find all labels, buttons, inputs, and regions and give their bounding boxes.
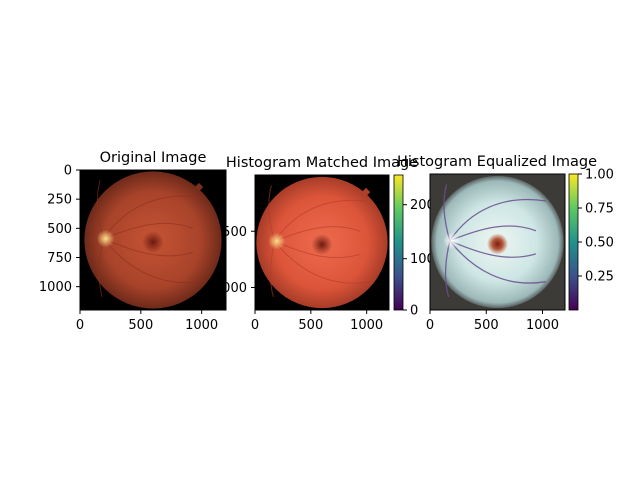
y-tick-label-1-4: 1000 — [39, 280, 72, 295]
x-tick-label-3-0: 0 — [426, 318, 434, 333]
vessel-2-1 — [274, 240, 371, 284]
x-tick-label-2-1: 500 — [298, 318, 323, 333]
axes-frame-3 — [429, 173, 566, 311]
y-tick-label-1-0: 0 — [64, 164, 72, 179]
x-tick-label-1-1: 500 — [128, 318, 153, 333]
x-tick-label-3-1: 500 — [474, 318, 499, 333]
x-tick-label-2-0: 0 — [251, 318, 259, 333]
vessel-3-3 — [449, 240, 537, 258]
vessel-3-1 — [449, 240, 546, 284]
x-tick-label-1-2: 1000 — [185, 318, 218, 333]
notch-marker-1 — [194, 182, 204, 192]
optic-disc-1 — [96, 229, 115, 248]
vessel-1-1 — [103, 238, 204, 283]
chart-title-2: Histogram Matched Image — [226, 155, 418, 171]
optic-disc-2 — [268, 232, 286, 250]
colorbar-tick-label-3-3: 1.00 — [585, 168, 614, 183]
chart-title-3: Histogram Equalized Image — [397, 154, 597, 170]
x-tick-label-1-0: 0 — [76, 318, 84, 333]
y-tick-label-1-2: 500 — [47, 222, 72, 237]
x-tick-label-2-2: 1000 — [350, 318, 383, 333]
axes-frame-2 — [254, 174, 390, 311]
colorbar-tick-label-2-0: 0 — [410, 304, 418, 319]
y-tick-label-1-1: 250 — [47, 193, 72, 208]
y-tick-label-1-3: 750 — [47, 251, 72, 266]
colorbar-2 — [393, 174, 404, 311]
axes-frame-1 — [79, 169, 227, 311]
macula-1 — [142, 231, 164, 253]
chart-panel-1: Original Image 0 500 1000 0 250 500 750 1000 — [39, 150, 227, 333]
macula-3 — [486, 233, 509, 255]
vessel-2-3 — [274, 240, 361, 259]
colorbar-3 — [568, 173, 579, 311]
vessel-1-2 — [103, 222, 193, 240]
macula-2 — [311, 233, 333, 256]
colorbar-tick-label-3-2: 0.75 — [585, 202, 614, 217]
x-tick-label-3-2: 1000 — [526, 318, 559, 333]
colorbar-tick-label-3-1: 0.50 — [585, 236, 614, 251]
colorbar-tick-label-3-0: 0.25 — [585, 270, 614, 285]
vessel-2-0 — [274, 199, 371, 242]
chart-title-1: Original Image — [100, 150, 207, 166]
vessel-1-3 — [103, 238, 193, 257]
y-tick-label-2-1: 1000 — [214, 281, 247, 296]
colorbar-tick-label-2-1: 100 — [410, 252, 435, 267]
y-tick-label-2-0: 500 — [222, 225, 247, 240]
vessel-1-0 — [103, 195, 204, 239]
colorbar-tick-label-2-2: 200 — [410, 198, 435, 213]
vessel-3-0 — [449, 198, 546, 242]
optic-disc-3 — [443, 232, 461, 250]
